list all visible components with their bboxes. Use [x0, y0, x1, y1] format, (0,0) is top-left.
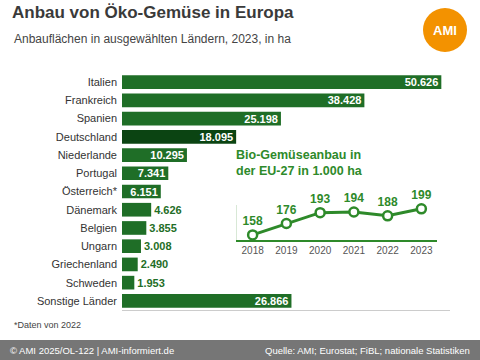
svg-text:© AMI 2025/OL-122 | AMI-inform: © AMI 2025/OL-122 | AMI-informiert.de [10, 345, 174, 356]
svg-text:AMI: AMI [433, 23, 457, 38]
svg-text:Sonstige Länder: Sonstige Länder [37, 295, 117, 307]
svg-text:Deutschland: Deutschland [56, 131, 117, 143]
svg-text:7.341: 7.341 [138, 167, 166, 179]
svg-text:2021: 2021 [343, 245, 366, 256]
svg-text:25.198: 25.198 [244, 113, 278, 125]
svg-text:199: 199 [411, 188, 431, 202]
svg-text:193: 193 [310, 192, 330, 206]
svg-text:3.008: 3.008 [144, 240, 172, 252]
svg-text:Anbauflächen in ausgewählten L: Anbauflächen in ausgewählten Ländern, 20… [14, 32, 291, 46]
svg-text:2.490: 2.490 [141, 258, 169, 270]
svg-text:Dänemark: Dänemark [66, 204, 117, 216]
svg-text:Portugal: Portugal [76, 167, 117, 179]
svg-text:194: 194 [344, 191, 364, 205]
svg-text:Spanien: Spanien [77, 112, 117, 124]
svg-text:2022: 2022 [377, 245, 400, 256]
svg-text:Anbau von Öko-Gemüse in Europa: Anbau von Öko-Gemüse in Europa [12, 3, 294, 22]
svg-text:158: 158 [243, 214, 263, 228]
svg-text:10.295: 10.295 [150, 149, 184, 161]
svg-text:Bio-Gemüseanbau inder EU-27 in: Bio-Gemüseanbau inder EU-27 in 1.000 ha [236, 148, 363, 178]
svg-text:50.626: 50.626 [405, 76, 439, 88]
svg-text:6.151: 6.151 [130, 186, 158, 198]
svg-text:2019: 2019 [275, 245, 298, 256]
svg-text:18.095: 18.095 [199, 131, 233, 143]
svg-text:Ungarn: Ungarn [81, 240, 117, 252]
svg-text:188: 188 [378, 195, 398, 209]
svg-text:Belgien: Belgien [80, 222, 117, 234]
svg-text:Frankreich: Frankreich [65, 94, 117, 106]
svg-text:2023: 2023 [410, 245, 433, 256]
svg-text:26.866: 26.866 [255, 295, 289, 307]
svg-text:1.953: 1.953 [137, 277, 165, 289]
svg-text:38.428: 38.428 [328, 94, 362, 106]
svg-text:2018: 2018 [242, 245, 265, 256]
svg-text:*Daten von 2022: *Daten von 2022 [14, 320, 81, 330]
svg-text:Österreich*: Österreich* [62, 185, 118, 197]
svg-text:Niederlande: Niederlande [58, 149, 117, 161]
svg-text:3.855: 3.855 [149, 222, 177, 234]
svg-text:Quelle: AMI; Eurostat; FiBL; n: Quelle: AMI; Eurostat; FiBL; nationale S… [265, 345, 470, 356]
svg-text:4.626: 4.626 [154, 204, 182, 216]
svg-text:Griechenland: Griechenland [52, 258, 117, 270]
svg-text:176: 176 [276, 203, 296, 217]
svg-text:Schweden: Schweden [66, 277, 117, 289]
svg-text:2020: 2020 [309, 245, 332, 256]
svg-text:Italien: Italien [88, 76, 117, 88]
